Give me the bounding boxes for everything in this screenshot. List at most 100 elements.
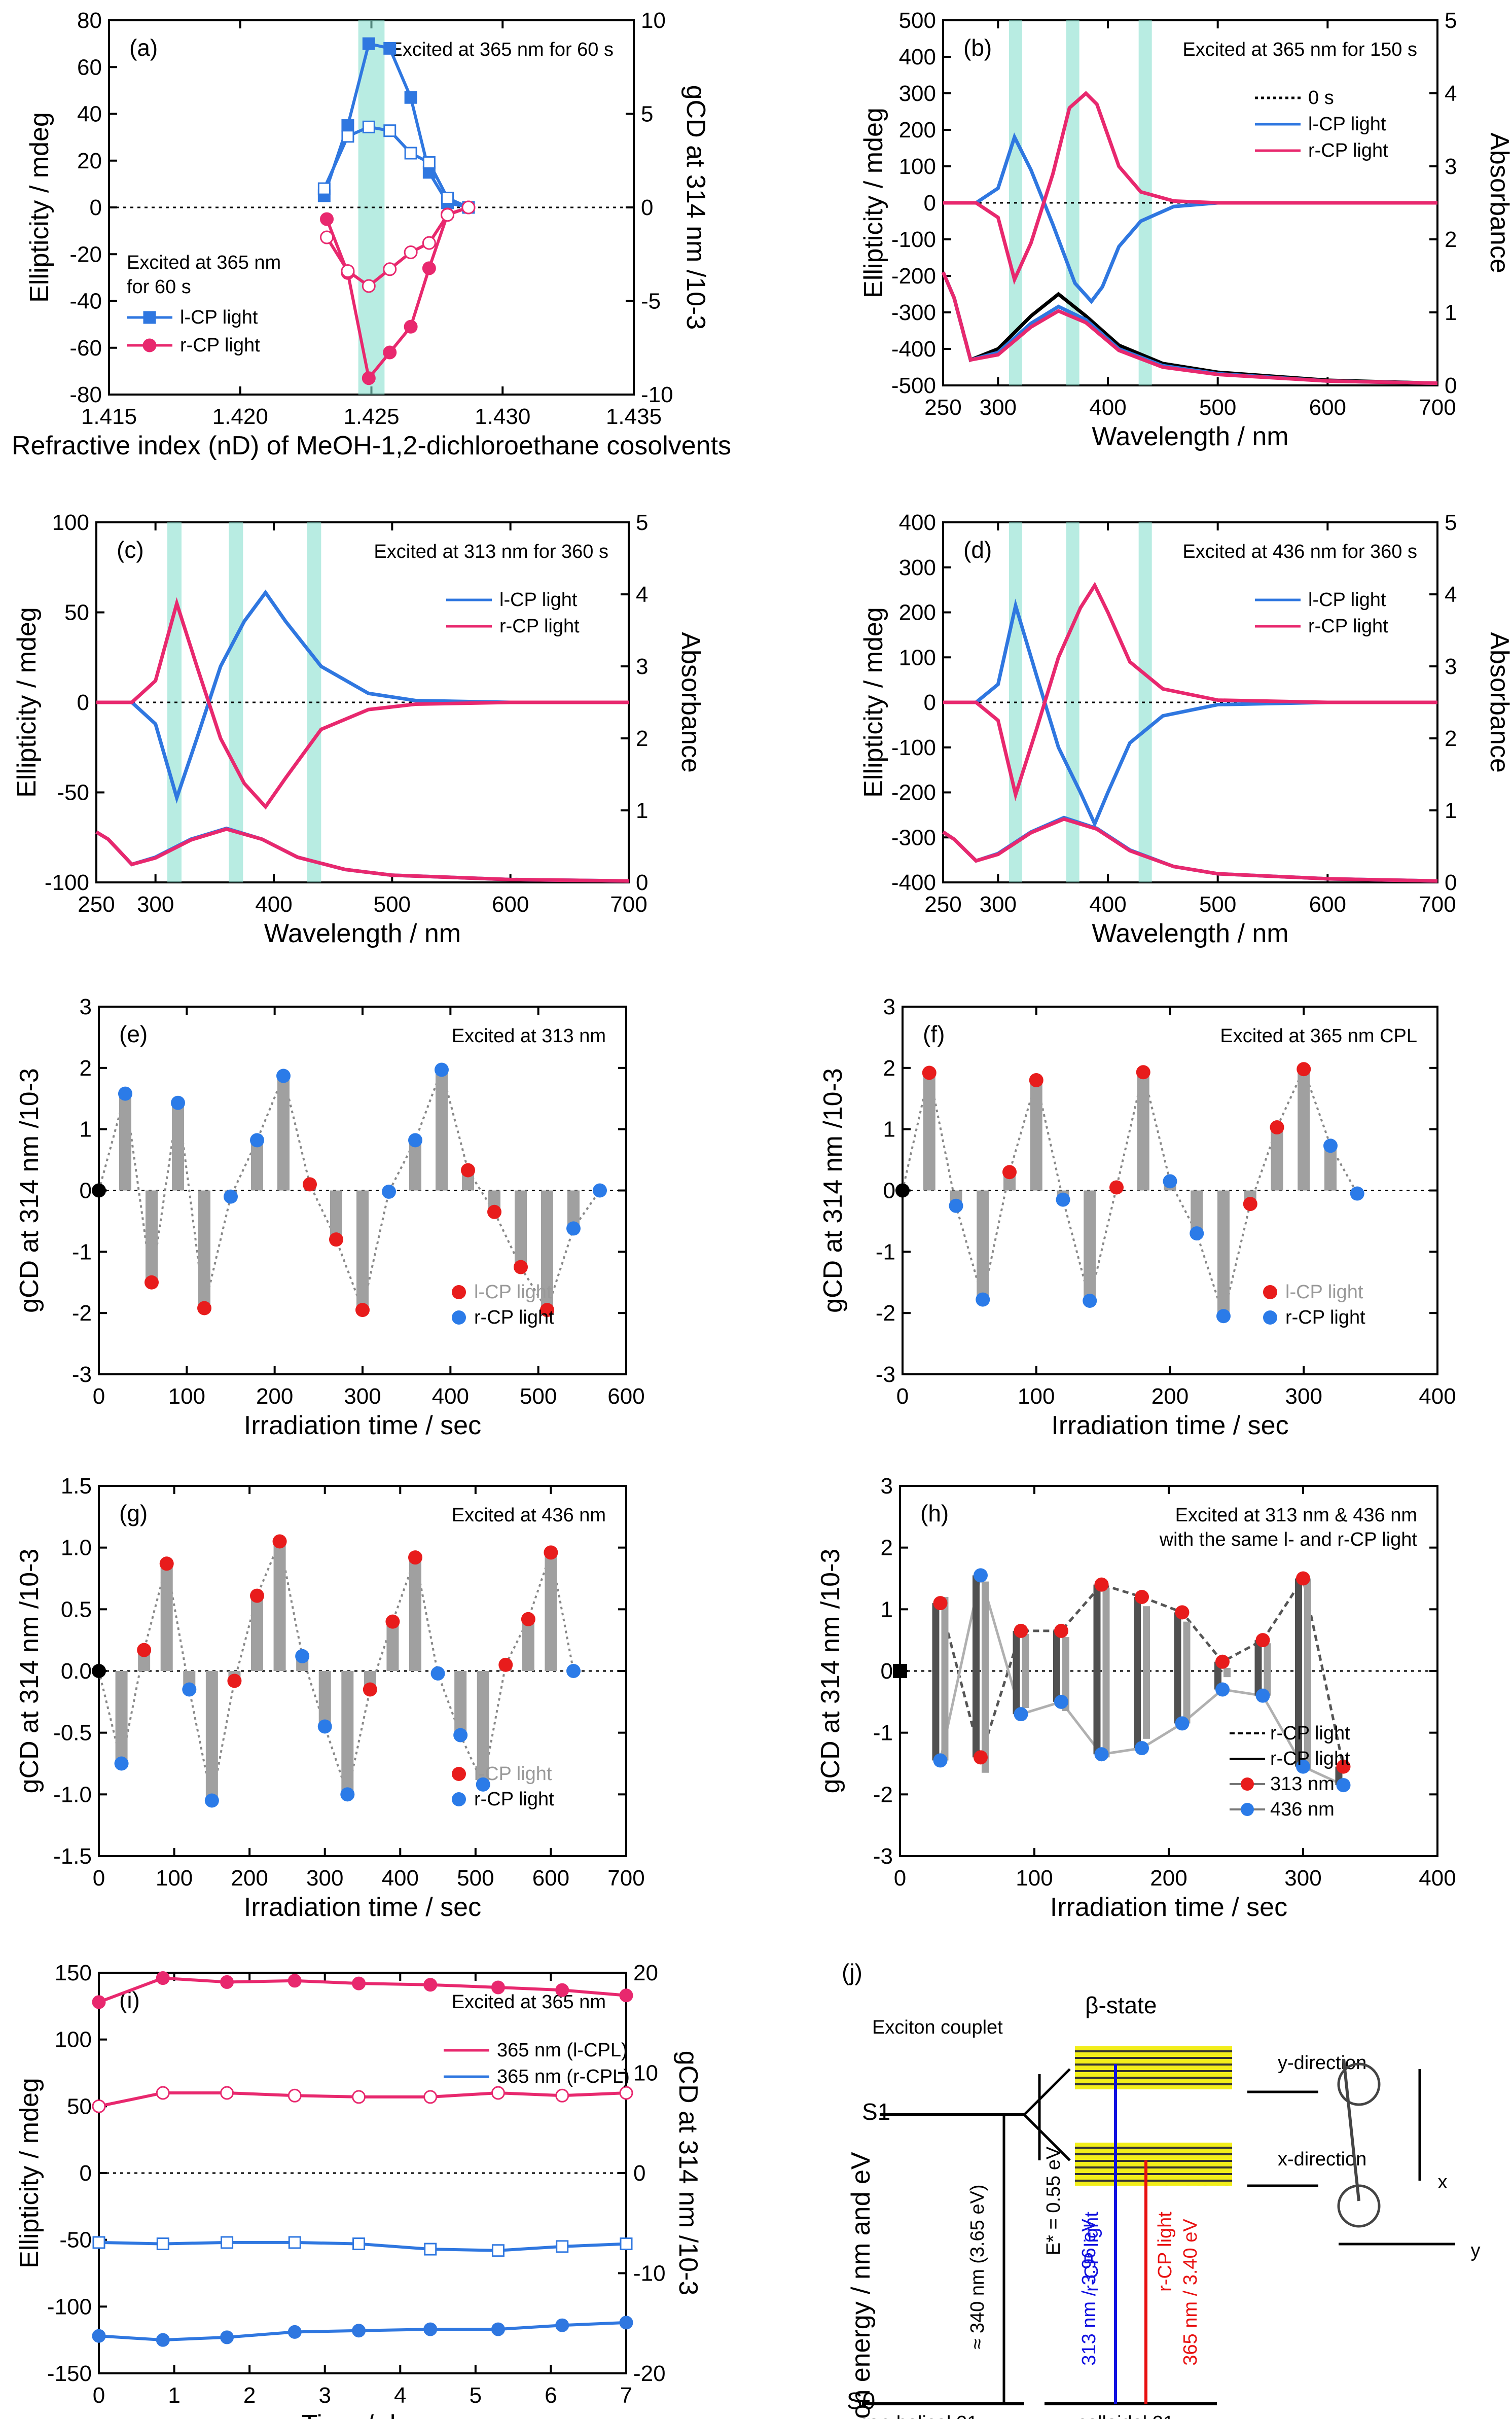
panel-label: (j) <box>842 1959 862 1985</box>
bar <box>541 1190 553 1310</box>
data-point <box>430 1666 445 1681</box>
y2-axis-label: Absorbance <box>1485 132 1512 273</box>
data-point <box>461 1163 475 1178</box>
data-point <box>1216 1309 1231 1324</box>
y-tick-label: -100 <box>891 227 936 252</box>
y-tick-label: 0 <box>77 690 89 715</box>
x-tick-label: 700 <box>610 892 647 917</box>
bar <box>1137 1072 1149 1191</box>
bar <box>1143 1606 1150 1739</box>
y-tick-label: 400 <box>899 510 936 535</box>
y-tick-label: -60 <box>69 336 102 361</box>
data-point <box>974 1750 988 1765</box>
y-tick-label: 200 <box>899 600 936 625</box>
text-label: colloidal 21 <box>1077 2412 1174 2419</box>
molecule-bond <box>1342 2058 1360 2201</box>
data-point <box>363 1682 377 1697</box>
bar <box>941 1597 949 1761</box>
x-axis-label: Irradiation time / sec <box>1051 1411 1288 1440</box>
x-tick-label: 600 <box>1309 395 1346 420</box>
y-tick-label: -100 <box>45 870 89 895</box>
y-tick-label: 0 <box>80 2161 92 2186</box>
data-point <box>340 1787 355 1802</box>
y-tick-label: 2 <box>881 1536 893 1560</box>
y-tick-label: 500 <box>899 8 936 33</box>
y-axis-label: gCD at 314 nm /10-3 <box>15 1068 44 1313</box>
x-tick-label: 400 <box>1419 1384 1456 1409</box>
y-tick-label: -1.0 <box>53 1782 92 1807</box>
data-point <box>424 2243 437 2256</box>
data-point <box>404 319 418 334</box>
y2-tick-label: 1 <box>1445 300 1457 325</box>
legend-label: l-CP light <box>180 307 258 328</box>
data-point <box>224 1189 238 1204</box>
text-label: r-CP light <box>1155 2212 1176 2292</box>
data-point <box>362 37 375 50</box>
bar <box>172 1102 184 1191</box>
text-label: x <box>1438 2172 1448 2193</box>
y2-tick-label: 2 <box>1445 227 1457 252</box>
x-tick-label: 600 <box>607 1384 644 1409</box>
text-label: E* = 0.55 eV <box>1043 2146 1064 2255</box>
bar <box>1174 1612 1181 1724</box>
data-point <box>435 1062 449 1077</box>
y-tick-label: -50 <box>57 780 89 805</box>
x-tick-label: 250 <box>924 395 961 420</box>
panel-c: 250 300 400 500 600 700 -100 -50 0 50 100 0 1 2 3 4 5 Abs… <box>12 510 705 948</box>
x-tick-label: 100 <box>156 1866 193 1891</box>
data-point <box>949 1198 963 1213</box>
data-point <box>498 1657 513 1672</box>
x-tick-label: 400 <box>382 1866 419 1891</box>
data-point <box>92 1995 106 2009</box>
data-point <box>156 1971 170 1985</box>
x-tick-label: 1.425 <box>343 404 399 429</box>
data-point <box>352 2324 366 2338</box>
annotation: Excited at 436 nm <box>452 1505 606 1526</box>
series-line <box>95 827 629 883</box>
y-tick-label: 1 <box>881 1597 893 1622</box>
y-tick-label: 1.5 <box>61 1474 92 1499</box>
annotation: Excited at 313 nm & 436 nm <box>1175 1505 1417 1526</box>
data-point <box>974 1568 988 1583</box>
y2-tick-label: 0 <box>633 2161 645 2186</box>
data-point <box>408 1550 422 1565</box>
y2-tick-label: -5 <box>641 289 661 314</box>
x-tick-label: 400 <box>1419 1866 1456 1891</box>
data-point <box>288 2236 301 2249</box>
connector <box>939 1575 1345 1767</box>
x-tick-label: 300 <box>137 892 174 917</box>
y-axis-label: Photon energy / nm and eV <box>846 2152 876 2419</box>
data-point <box>1190 1226 1204 1241</box>
bar <box>923 1073 935 1191</box>
y-tick-label: 2 <box>883 1056 895 1081</box>
x-tick-label: 0 <box>93 1384 105 1409</box>
y-axis-label: gCD at 314 nm /10-3 <box>15 1549 44 1794</box>
bar <box>1053 1630 1060 1702</box>
data-point <box>220 1975 234 1989</box>
data-point <box>1029 1073 1043 1087</box>
molecule-ring <box>1337 2184 1381 2228</box>
y-tick-label: 50 <box>67 2094 92 2119</box>
panel-label: (a) <box>129 34 158 61</box>
x-tick-label: 600 <box>1309 892 1346 917</box>
data-point <box>556 2240 569 2253</box>
y-tick-label: 150 <box>55 1961 92 1985</box>
bar <box>115 1671 128 1764</box>
data-point <box>1054 1694 1068 1709</box>
y-tick-label: 300 <box>899 555 936 580</box>
data-point <box>382 1184 396 1199</box>
panel-a: 1.415 1.420 1.425 1.430 1.435 -80 -60 -40 -20 0 20… <box>12 8 731 460</box>
legend-marker <box>452 1767 466 1781</box>
bar <box>205 1671 218 1801</box>
data-point <box>1215 1682 1230 1697</box>
data-point <box>555 2088 569 2103</box>
x-tick-label: 1 <box>168 2383 180 2408</box>
data-point <box>441 208 455 222</box>
series-line <box>941 271 1438 385</box>
x-tick-label: 300 <box>980 395 1017 420</box>
panel-label: (e) <box>119 1021 148 1047</box>
data-point <box>422 236 436 250</box>
data-point <box>383 42 397 55</box>
legend-label: r-CP light <box>180 335 260 356</box>
